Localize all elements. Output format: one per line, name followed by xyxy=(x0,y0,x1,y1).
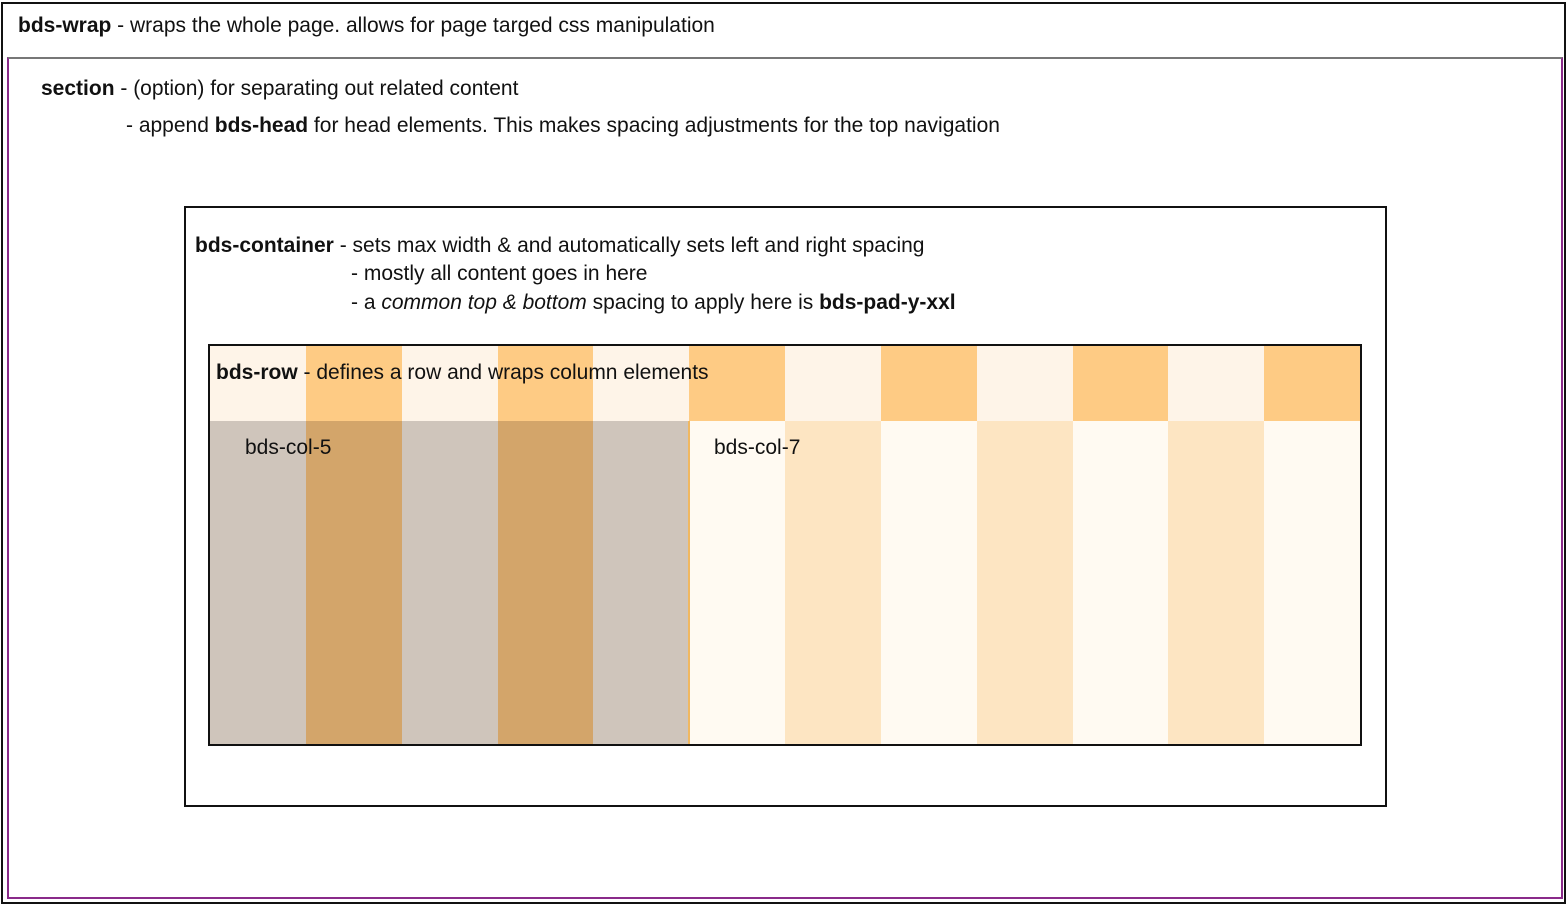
section-box xyxy=(7,57,1563,899)
note-bold: bds-head xyxy=(214,114,309,137)
row-label: bds-row - defines a row and wraps column… xyxy=(216,361,709,385)
col-7-grid-cell xyxy=(689,421,786,744)
col-7-grid-cell xyxy=(1168,421,1265,744)
note-text: - a xyxy=(351,291,382,314)
note-bold: bds-pad-y-xxl xyxy=(819,291,956,314)
row-name: bds-row xyxy=(216,361,298,384)
col-5-grid-cell xyxy=(305,421,403,744)
grid-column-header xyxy=(305,346,403,421)
note-italic: common top & bottom xyxy=(381,291,587,314)
container-label: bds-container - sets max width & and aut… xyxy=(195,234,924,258)
container-note-1: - mostly all content goes in here xyxy=(351,262,648,285)
grid-column-header xyxy=(976,346,1073,421)
col-7-grid-cell xyxy=(1072,421,1169,744)
col-5-label: bds-col-5 xyxy=(245,436,332,459)
grid-column-header xyxy=(210,346,307,421)
container-name: bds-container xyxy=(195,234,334,257)
grid-column-header xyxy=(785,346,882,421)
grid-column-header xyxy=(593,346,690,421)
note-text: for head elements. This makes spacing ad… xyxy=(308,114,1000,137)
col-5-grid-cell xyxy=(497,421,594,744)
row-desc: - defines a row and wraps column element… xyxy=(297,361,709,384)
section-name: section xyxy=(41,77,115,100)
container-box xyxy=(184,206,1387,807)
row-box: bds-row - defines a row and wraps column… xyxy=(208,344,1362,746)
col-5-grid-cell xyxy=(210,421,307,744)
wrap-label: bds-wrap - wraps the whole page. allows … xyxy=(18,14,715,38)
note-text: spacing to apply here is xyxy=(586,291,820,314)
grid-column-header xyxy=(689,346,786,421)
note-text: - append xyxy=(126,114,215,137)
col-7-grid-cell xyxy=(1264,421,1360,744)
grid-column-header xyxy=(880,346,978,421)
section-label: section - (option) for separating out re… xyxy=(41,77,518,101)
container-note-2: - a common top & bottom spacing to apply… xyxy=(351,291,956,315)
wrap-desc: - wraps the whole page. allows for page … xyxy=(111,14,715,37)
container-desc: - sets max width & and automatically set… xyxy=(333,234,925,257)
wrap-name: bds-wrap xyxy=(18,14,112,37)
col-5-grid-cell xyxy=(593,421,690,744)
grid-column-header xyxy=(1072,346,1169,421)
col-7-grid-cell xyxy=(880,421,978,744)
col-7-grid-cell xyxy=(785,421,882,744)
grid-column-header xyxy=(401,346,498,421)
grid-column-header xyxy=(1264,346,1360,421)
section-note: - append bds-head for head elements. Thi… xyxy=(126,114,1000,138)
grid-column-header xyxy=(497,346,594,421)
col-5-grid-cell xyxy=(401,421,498,744)
column-divider xyxy=(688,421,691,744)
section-desc: - (option) for separating out related co… xyxy=(114,77,519,100)
col-7-grid-cell xyxy=(976,421,1073,744)
grid-column-header xyxy=(1168,346,1265,421)
col-7-label: bds-col-7 xyxy=(714,436,801,459)
